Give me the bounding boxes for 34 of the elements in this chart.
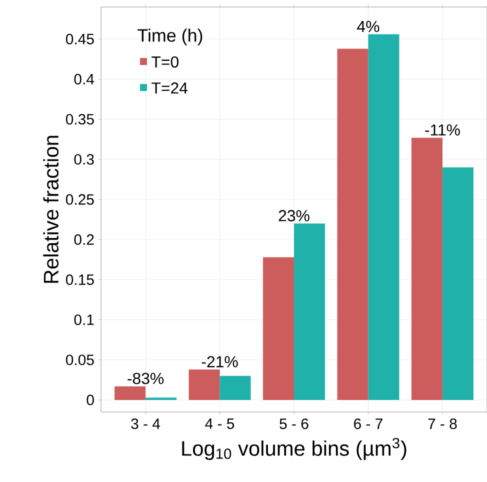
annotation: -11% [425, 124, 460, 136]
y-tick-label: 0.05 [66, 354, 94, 366]
bar [337, 48, 368, 400]
annotation: 4% [357, 20, 380, 32]
x-axis-title: Log$_{10}$ volume bins (µm$^{3}$) [182, 438, 406, 460]
y-tick-label: 0.1 [74, 314, 94, 326]
bar [220, 376, 251, 400]
bar [263, 257, 294, 400]
x-tick-label: 6 - 7 [354, 418, 382, 430]
x-tick-label: 4 - 5 [205, 418, 234, 429]
bar [442, 167, 474, 400]
y-tick-label: 0.45 [66, 34, 94, 44]
annotation: -21% [202, 356, 238, 368]
x-tick-label: 5 - 6 [280, 418, 308, 430]
bar [411, 138, 442, 400]
x-tick-label: 7 - 8 [428, 418, 457, 430]
legend-title: Time (h) [138, 28, 202, 46]
y-tick-label: 0.25 [66, 194, 94, 205]
x-tick-label: 3 - 4 [131, 418, 160, 430]
bar [368, 34, 400, 400]
legend-label: T=24 [152, 82, 188, 94]
annotation: 23% [278, 210, 310, 222]
y-axis-title: Relative fraction [43, 136, 59, 283]
y-tick-label: 0.3 [74, 154, 94, 165]
bar [114, 386, 146, 400]
bar [188, 369, 220, 400]
annotation: -83% [128, 372, 164, 384]
y-tick-label: 0.2 [74, 234, 94, 245]
y-tick-label: 0.35 [66, 114, 94, 125]
bar [294, 224, 325, 400]
legend-label: T=0 [152, 56, 178, 68]
y-tick-label: 0.15 [66, 274, 94, 285]
y-tick-label: 0 [86, 394, 94, 406]
y-tick-label: 0.4 [74, 74, 94, 84]
